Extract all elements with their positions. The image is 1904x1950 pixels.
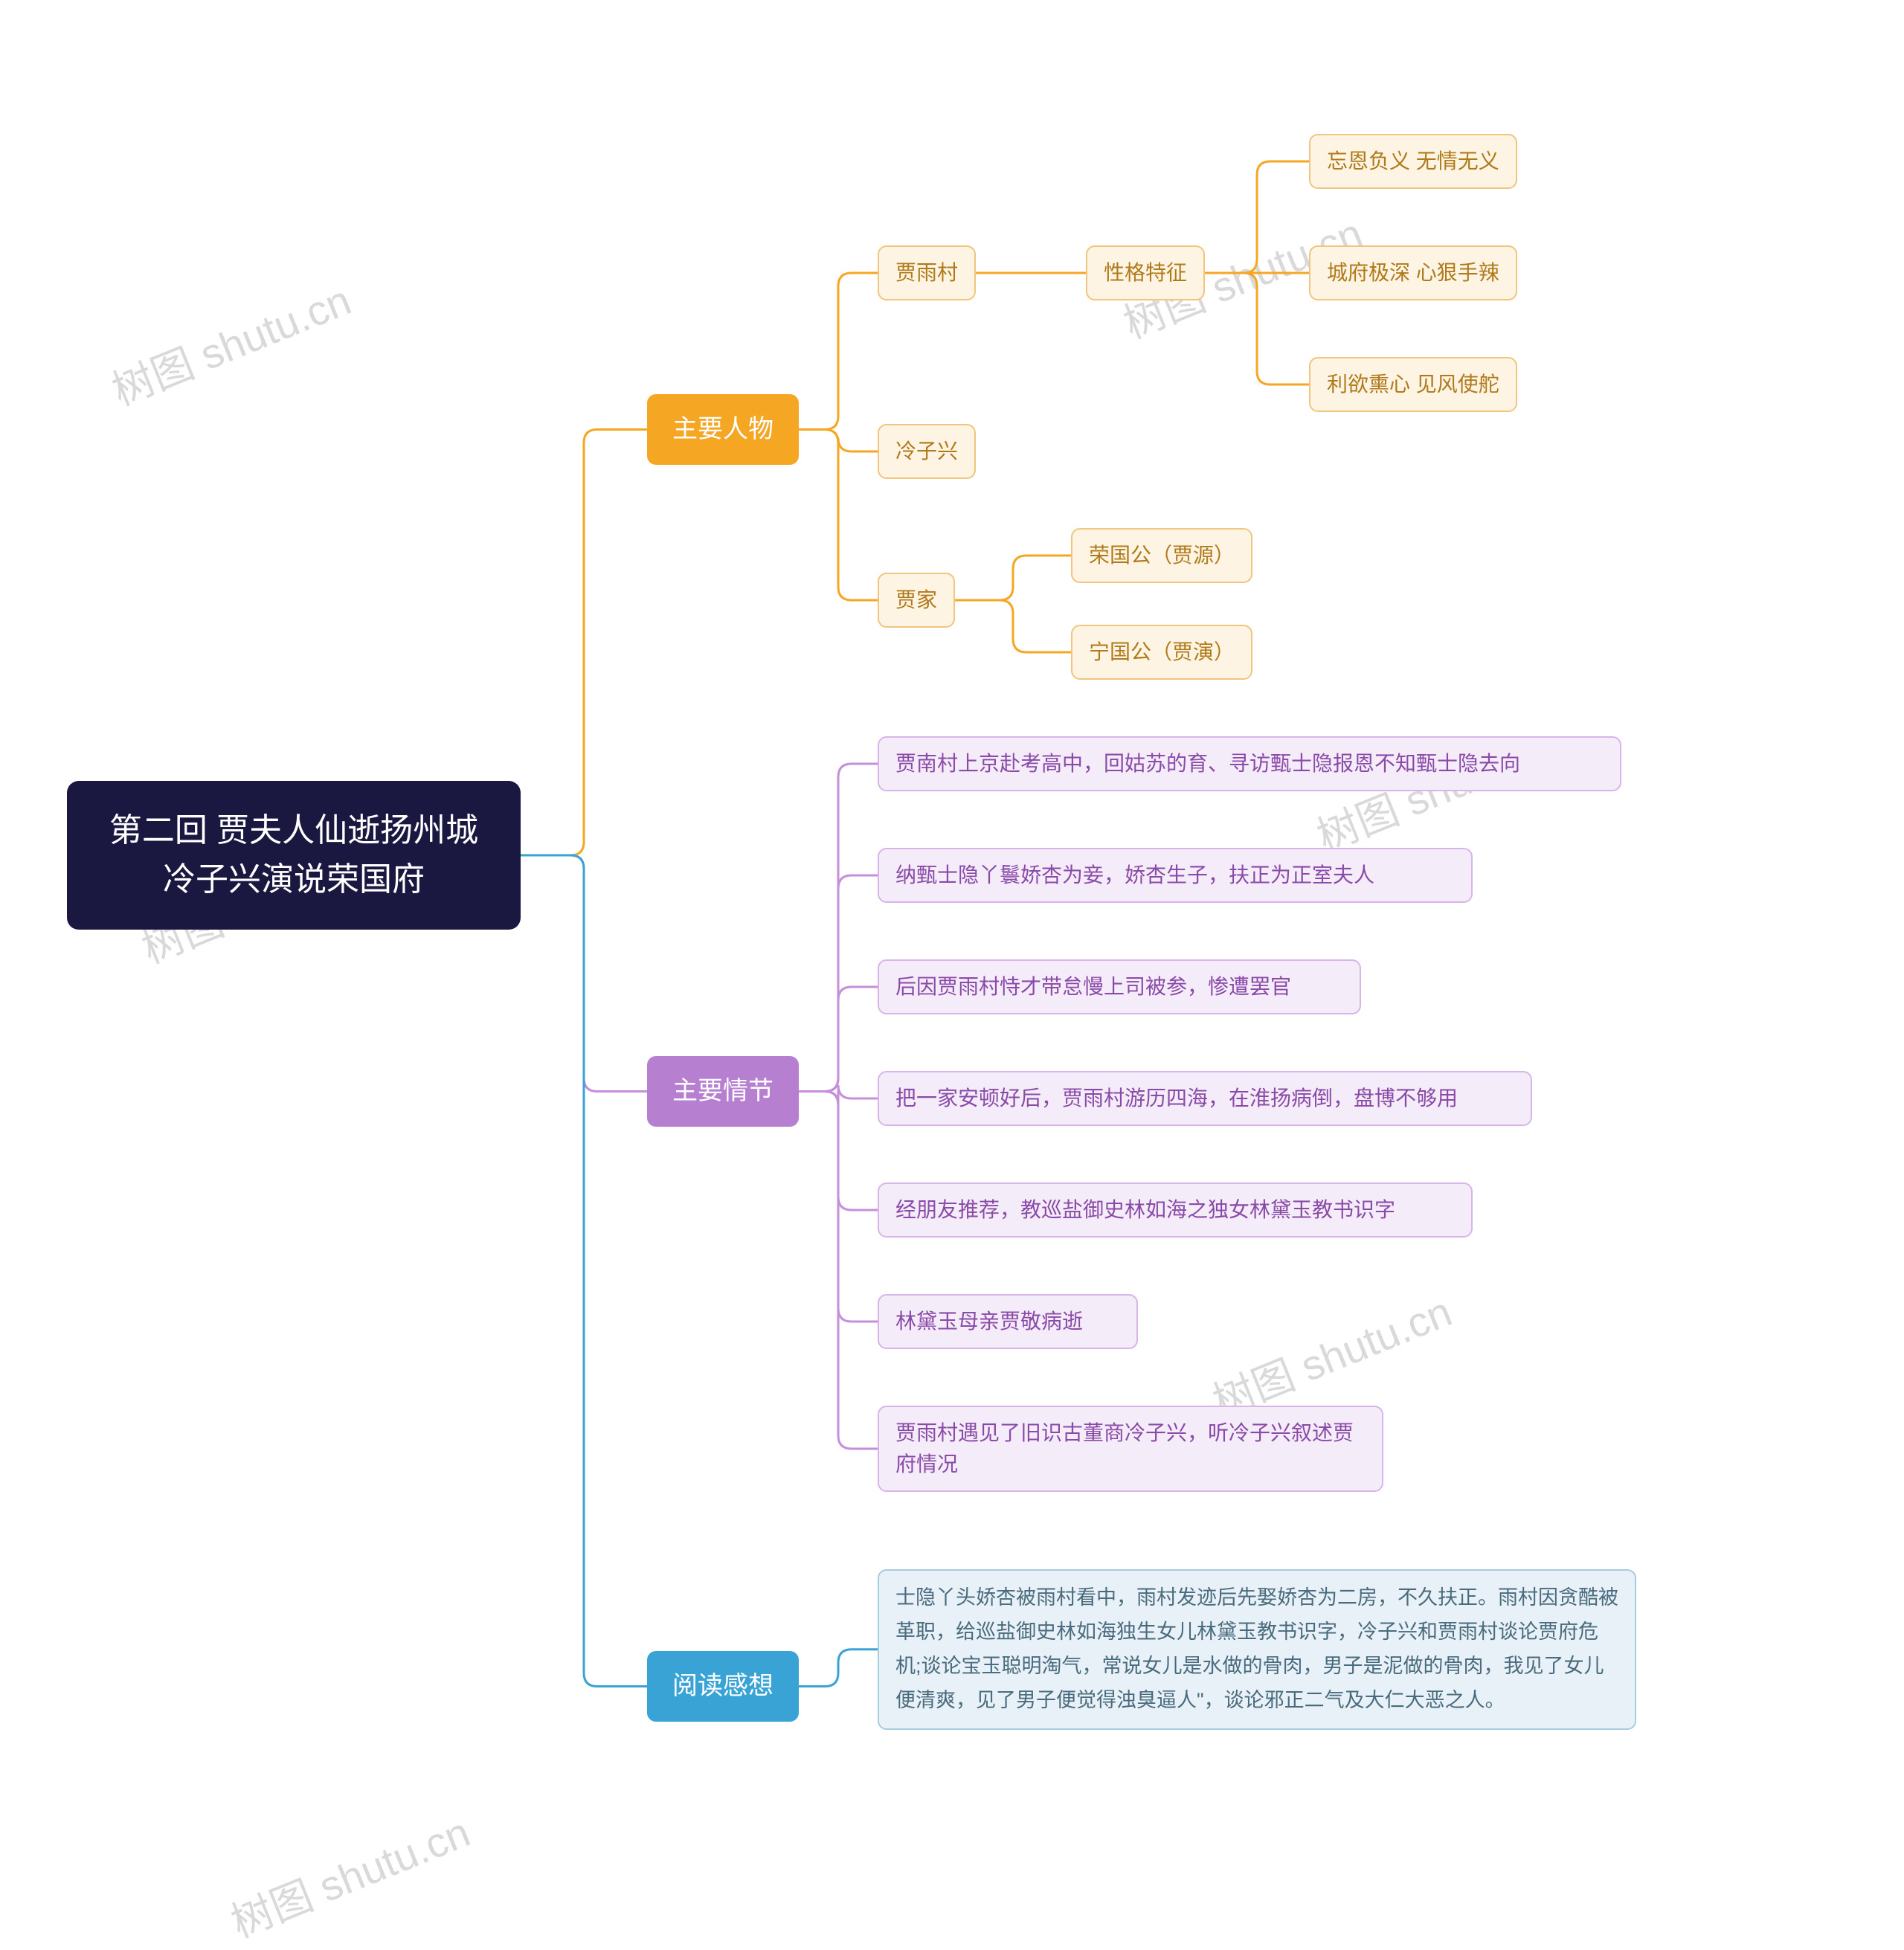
watermark: 树图 shutu.cn bbox=[102, 267, 358, 417]
connector bbox=[799, 1085, 878, 1105]
mindmap-node[interactable]: 贾雨村 bbox=[878, 245, 976, 300]
connector bbox=[799, 875, 878, 1092]
connector bbox=[799, 1092, 878, 1211]
mindmap-node[interactable]: 宁国公（贾演） bbox=[1071, 625, 1252, 680]
connector bbox=[955, 600, 1071, 652]
connector bbox=[799, 764, 878, 1092]
mindmap-node[interactable]: 林黛玉母亲贾敬病逝 bbox=[878, 1294, 1138, 1349]
mindmap-node[interactable]: 士隐丫头娇杏被雨村看中，雨村发迹后先娶娇杏为二房，不久扶正。雨村因贪酷被革职，给… bbox=[878, 1569, 1636, 1730]
mindmap-node[interactable]: 经朋友推荐，教巡盐御史林如海之独女林黛玉教书识字 bbox=[878, 1182, 1473, 1238]
mindmap-node[interactable]: 把一家安顿好后，贾雨村游历四海，在淮扬病倒，盘博不够用 bbox=[878, 1071, 1532, 1126]
mindmap-node[interactable]: 贾雨村遇见了旧识古董商冷子兴，听冷子兴叙述贾府情况 bbox=[878, 1406, 1383, 1492]
mindmap-node[interactable]: 阅读感想 bbox=[647, 1651, 799, 1722]
mindmap-node[interactable]: 贾南村上京赴考高中，回姑苏的育、寻访甄士隐报恩不知甄士隐去向 bbox=[878, 736, 1621, 791]
mindmap-node[interactable]: 主要人物 bbox=[647, 394, 799, 465]
mindmap-node[interactable]: 纳甄士隐丫鬟娇杏为妾，娇杏生子，扶正为正室夫人 bbox=[878, 848, 1473, 903]
connector bbox=[799, 1650, 878, 1687]
connector bbox=[799, 430, 878, 452]
mindmap-node[interactable]: 贾家 bbox=[878, 573, 955, 628]
connector bbox=[521, 855, 647, 1092]
connector bbox=[799, 1092, 878, 1449]
connector bbox=[1205, 161, 1309, 273]
connector bbox=[799, 1092, 878, 1322]
connector bbox=[521, 855, 647, 1687]
connector bbox=[799, 987, 878, 1092]
mindmap-canvas: 树图 shutu.cn树图 shutu.cn树图 shutu.cn树图 shut… bbox=[0, 0, 1904, 1925]
connector bbox=[799, 430, 878, 601]
mindmap-node[interactable]: 性格特征 bbox=[1086, 245, 1205, 300]
connector bbox=[955, 556, 1071, 600]
watermark: 树图 shutu.cn bbox=[221, 1799, 477, 1949]
mindmap-node[interactable]: 后因贾雨村恃才带怠慢上司被参，惨遭罢官 bbox=[878, 959, 1361, 1014]
connector bbox=[799, 273, 878, 430]
mindmap-node[interactable]: 忘恩负义 无情无义 bbox=[1309, 134, 1517, 189]
mindmap-node[interactable]: 冷子兴 bbox=[878, 424, 976, 479]
mindmap-node[interactable]: 荣国公（贾源） bbox=[1071, 528, 1252, 583]
connector bbox=[1205, 273, 1309, 384]
root-node[interactable]: 第二回 贾夫人仙逝扬州城冷子兴演说荣国府 bbox=[67, 781, 521, 930]
connector bbox=[521, 430, 647, 856]
mindmap-node[interactable]: 主要情节 bbox=[647, 1056, 799, 1127]
mindmap-node[interactable]: 城府极深 心狠手辣 bbox=[1309, 245, 1517, 300]
mindmap-node[interactable]: 利欲熏心 见风使舵 bbox=[1309, 357, 1517, 412]
